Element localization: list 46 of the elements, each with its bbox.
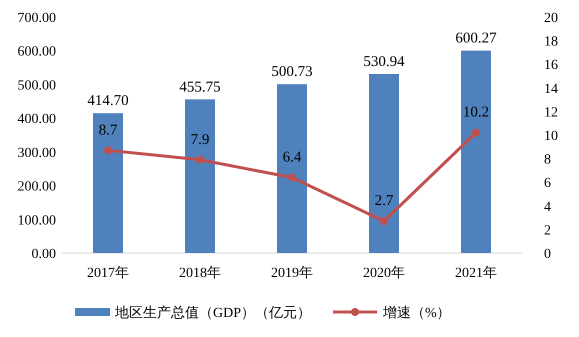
legend-label: 地区生产总值（GDP）（亿元） <box>114 305 312 321</box>
bar <box>185 99 215 253</box>
x-tick-label: 2021年 <box>455 265 497 281</box>
bar <box>93 113 123 253</box>
y-tick-label: 0.00 <box>32 247 56 262</box>
data-label: 600.27 <box>455 30 498 47</box>
data-label: 8.7 <box>98 122 118 138</box>
y2-tick-label: 8 <box>544 152 551 168</box>
y-tick-label: 600.00 <box>18 44 56 60</box>
data-label: 530.94 <box>363 54 406 70</box>
y2-tick-label: 12 <box>544 105 558 120</box>
y-tick-label: 200.00 <box>18 180 56 195</box>
y2-tick-label: 2 <box>544 223 551 238</box>
point <box>196 156 204 164</box>
point <box>472 128 480 137</box>
data-label: 10.2 <box>462 104 490 121</box>
point <box>288 173 296 182</box>
y2-tick-label: 6 <box>544 176 551 192</box>
data-label: 2.7 <box>374 193 394 210</box>
point <box>104 146 112 154</box>
y-tick-label: 700.00 <box>18 11 56 26</box>
point <box>380 217 388 226</box>
x-tick-label: 2019年 <box>271 265 313 281</box>
y-tick-label: 400.00 <box>18 112 56 128</box>
y2-tick-label: 18 <box>544 34 558 50</box>
x-tick-label: 2017年 <box>87 265 129 281</box>
data-label: 500.73 <box>271 64 313 80</box>
y-tick-label: 100.00 <box>18 213 56 228</box>
y2-tick-label: 20 <box>544 11 558 26</box>
data-label: 455.75 <box>179 79 221 96</box>
bar <box>369 74 399 253</box>
data-label: 414.70 <box>87 93 129 110</box>
data-label: 6.4 <box>282 149 302 166</box>
y2-tick-label: 4 <box>544 200 551 215</box>
x-tick-label: 2020年 <box>363 265 405 281</box>
bar <box>461 50 491 253</box>
y2-tick-label: 0 <box>544 247 551 262</box>
y2-tick-label: 16 <box>544 58 558 74</box>
x-tick-label: 2018年 <box>179 265 221 281</box>
y-tick-label: 300.00 <box>18 146 56 161</box>
y2-tick-label: 10 <box>544 129 558 144</box>
data-label: 7.9 <box>190 132 210 148</box>
y-tick-label: 500.00 <box>18 78 56 94</box>
y2-tick-label: 14 <box>544 82 558 97</box>
bar <box>277 84 307 253</box>
legend-label: 增速（%） <box>382 305 451 321</box>
